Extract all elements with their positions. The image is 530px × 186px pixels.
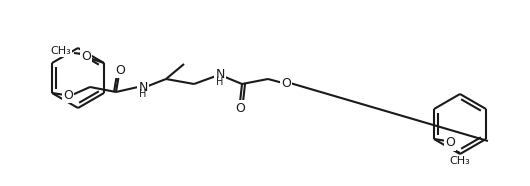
Text: O: O bbox=[63, 89, 73, 102]
Text: O: O bbox=[281, 76, 291, 89]
Text: O: O bbox=[81, 49, 91, 62]
Text: O: O bbox=[235, 102, 245, 115]
Text: CH₃: CH₃ bbox=[449, 156, 471, 166]
Text: N: N bbox=[138, 81, 148, 94]
Text: H: H bbox=[139, 89, 147, 99]
Text: CH₃: CH₃ bbox=[50, 46, 72, 56]
Text: H: H bbox=[216, 77, 224, 87]
Text: O: O bbox=[445, 137, 455, 150]
Text: O: O bbox=[115, 63, 125, 76]
Text: N: N bbox=[215, 68, 225, 81]
